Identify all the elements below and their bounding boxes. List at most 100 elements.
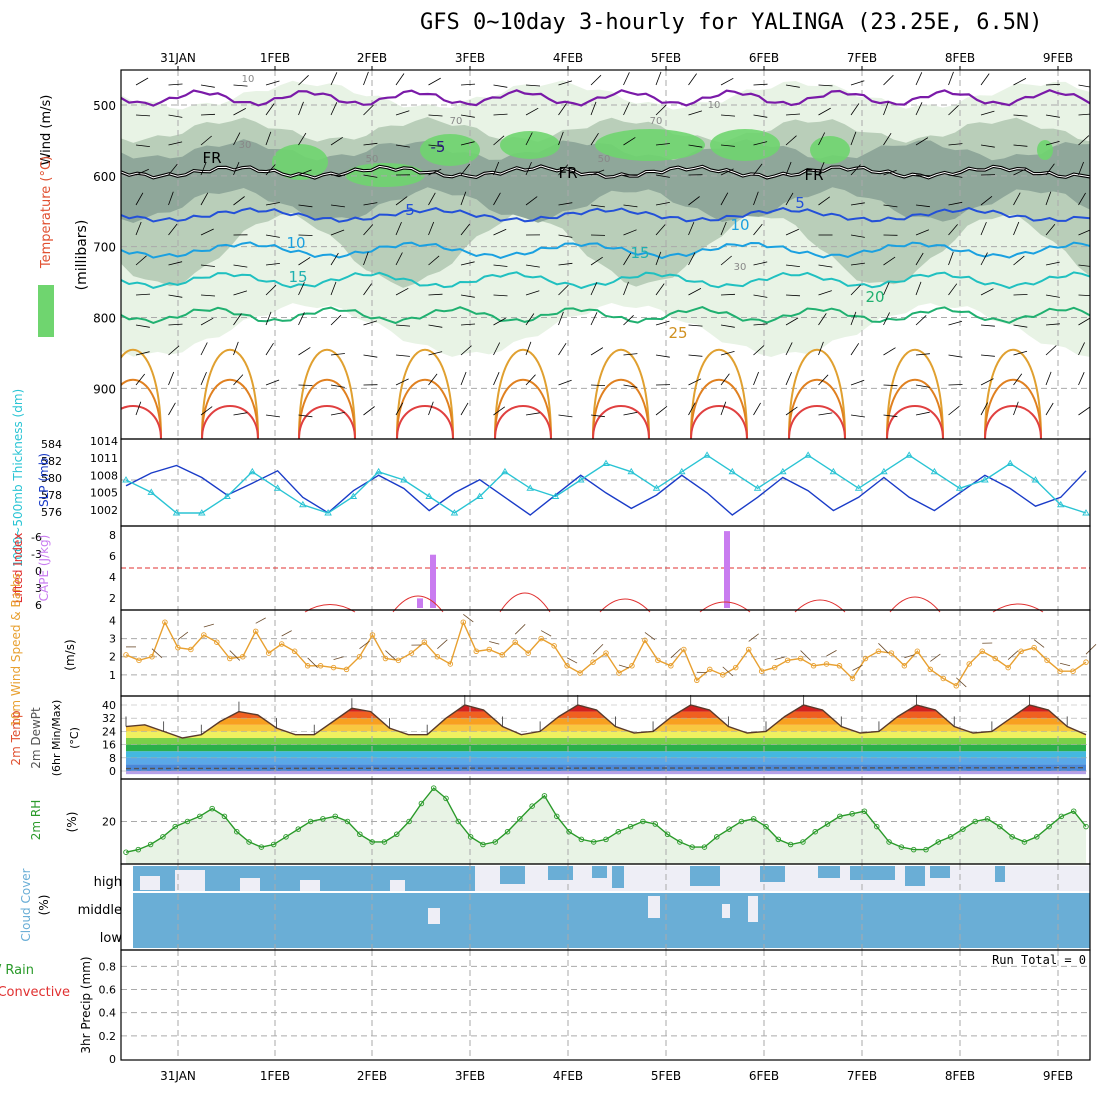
wind10-point: [1070, 668, 1076, 674]
wind-barb: [395, 196, 408, 206]
wind-barb: [330, 314, 342, 326]
wind10-barb: [592, 643, 604, 655]
wind10-point: [642, 637, 648, 644]
wind-barb: [655, 283, 665, 296]
wind10-point: [434, 653, 441, 660]
wind-barb: [363, 202, 378, 206]
wind-barb: [558, 342, 567, 356]
wind-barb: [818, 264, 833, 268]
wind-barb: [590, 312, 598, 326]
rh2m-point: [221, 813, 228, 820]
thickness-tick-label: 582: [41, 455, 62, 468]
thickness-point: [122, 476, 130, 483]
rh2m-point: [800, 839, 806, 845]
wind-barb: [525, 107, 539, 116]
wind10-point: [901, 663, 908, 669]
rh2m-point: [258, 844, 265, 850]
wind10-point: [1044, 657, 1050, 664]
cloud-high-block: [612, 866, 624, 888]
wind10-point: [875, 648, 882, 655]
slp-axis-title: SLP (mb): [37, 453, 51, 507]
wind-barb: [1045, 83, 1061, 86]
panel-frame: [120, 949, 1091, 1061]
wind-barb: [1045, 141, 1060, 146]
wind-barb: [460, 371, 467, 386]
thickness-point: [652, 484, 661, 491]
thickness-point: [981, 476, 989, 483]
wind-barb: [980, 221, 987, 236]
temp-contour-30: [298, 379, 356, 439]
rh2m-point: [418, 800, 425, 807]
wind-barb: [948, 320, 963, 326]
date-label-top: 2FEB: [357, 51, 387, 65]
wind-barb: [493, 192, 501, 206]
thickness-point: [1082, 509, 1090, 516]
thickness-point: [1056, 500, 1065, 508]
wind-barb: [330, 102, 338, 116]
wind10-point: [278, 641, 285, 647]
wind-barb: [168, 191, 174, 206]
wind10-barb: [955, 677, 967, 688]
wind-barb: [785, 294, 801, 297]
rh2m-point: [947, 834, 954, 840]
wind-barb: [135, 324, 150, 328]
rh2m-point: [640, 818, 646, 825]
wind10-point: [123, 652, 129, 658]
rh-dark-band: [121, 139, 1090, 223]
temp-contour-35: [494, 405, 552, 439]
wind10-barb: [774, 656, 785, 660]
wind-barb: [135, 293, 151, 296]
wind10-barb: [800, 650, 811, 661]
wind-barb: [915, 315, 927, 326]
wind-barb: [298, 282, 305, 296]
wind-barb: [785, 372, 792, 386]
wind-barb: [623, 229, 637, 236]
wind-barb: [818, 196, 831, 206]
temp-contour-25: [121, 348, 162, 439]
temp-contour-25: [298, 348, 356, 439]
wind-barb: [753, 141, 768, 146]
contour-label-rh10: 10: [708, 100, 721, 111]
wind-barb: [1045, 345, 1057, 356]
temp2m-tick-label: 16: [102, 739, 116, 752]
date-label-bottom: 8FEB: [945, 1069, 975, 1083]
rh2m-axis-title: 2m RH: [29, 800, 43, 841]
wind-barb: [330, 229, 345, 236]
wind10-barb: [670, 648, 682, 659]
wind-barb: [525, 313, 535, 326]
wind-barb: [883, 282, 890, 296]
wind10-point: [577, 670, 583, 676]
wind-barb: [558, 103, 567, 116]
temp2m-tick-label: 0: [109, 765, 116, 778]
contour-label-rh70: 70: [650, 116, 663, 127]
rh2m-point: [283, 834, 289, 840]
wind-barb: [1045, 114, 1060, 118]
wind10-point: [240, 653, 246, 660]
wind-barb: [200, 406, 213, 416]
wind10-point: [797, 655, 804, 662]
wind-barb: [460, 294, 475, 298]
wind-barb: [330, 204, 345, 208]
wind-barb: [590, 74, 602, 86]
wind-barb: [1045, 294, 1060, 298]
cloud-high-block: [760, 866, 785, 882]
wind-barb: [330, 281, 337, 296]
wind-barb: [883, 204, 898, 208]
wind-barb: [168, 114, 183, 118]
rh2m-point: [1083, 823, 1089, 830]
wind-barb: [1013, 373, 1023, 386]
wind-barb: [883, 169, 897, 176]
lifted-index-line: [889, 596, 941, 613]
wind10-point: [201, 632, 207, 638]
cloud-high-block: [930, 866, 950, 878]
wind-barb: [655, 104, 667, 116]
wind-barb: [363, 142, 378, 146]
wind-barb: [753, 114, 768, 118]
temp-contour-30: [396, 379, 454, 439]
wind-barb: [233, 313, 242, 326]
wind-barb: [265, 234, 280, 238]
temp2m-unit: (°C): [68, 727, 81, 749]
wind10-point: [330, 664, 337, 671]
temp-contour-30: [788, 379, 846, 439]
wind-barb: [135, 114, 151, 117]
